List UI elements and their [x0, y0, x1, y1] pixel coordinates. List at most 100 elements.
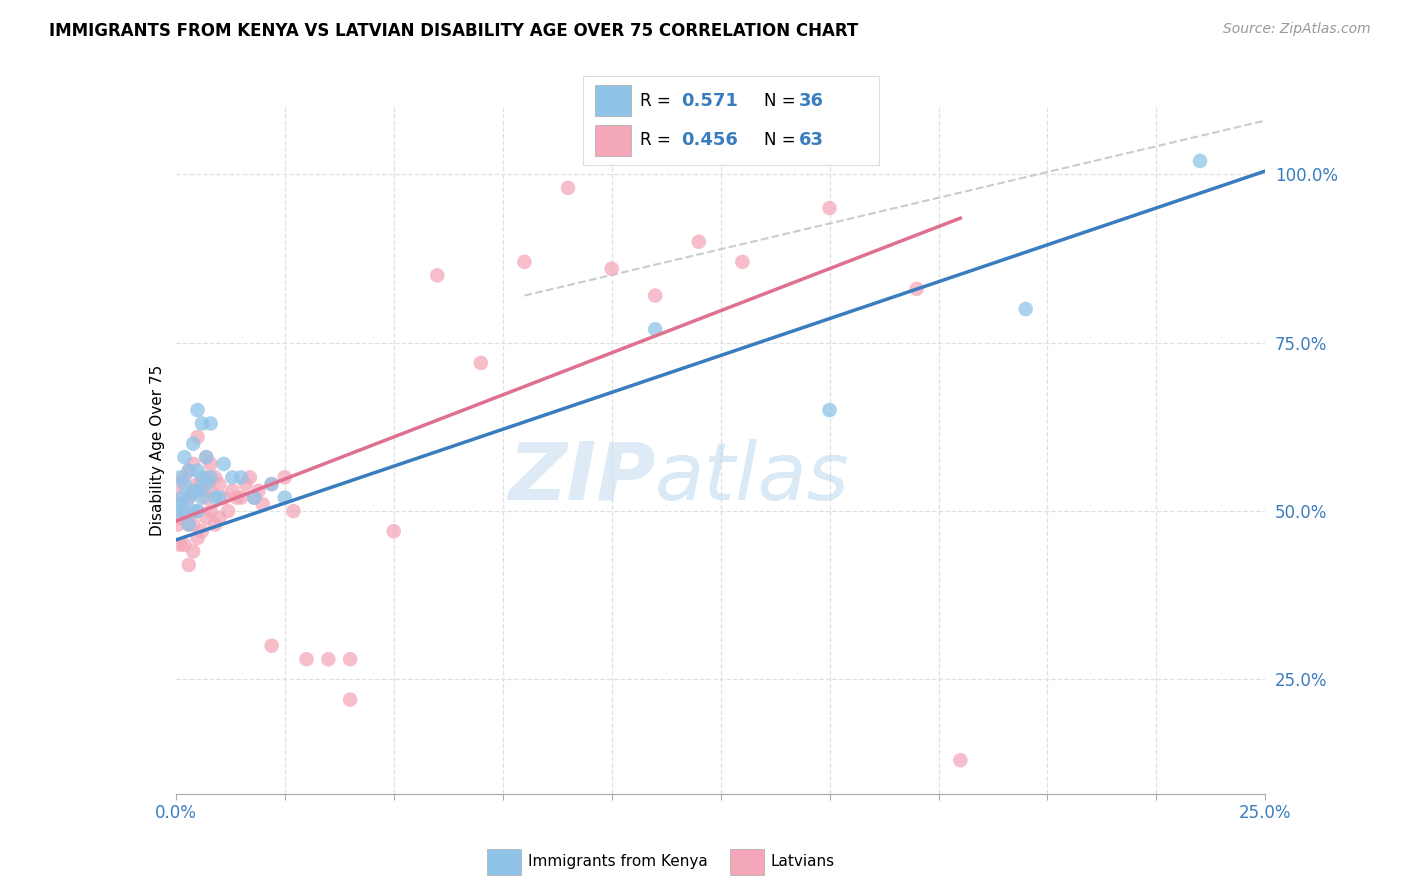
Point — [181, 483, 204, 498]
Point — [186, 464, 209, 478]
Text: Immigrants from Kenya: Immigrants from Kenya — [527, 855, 707, 869]
Point — [513, 255, 536, 269]
Point — [191, 417, 214, 431]
Point — [173, 504, 195, 518]
Point — [169, 538, 191, 552]
Point — [173, 504, 195, 518]
Point — [644, 288, 666, 302]
Point — [221, 470, 243, 484]
Point — [247, 483, 270, 498]
Point — [186, 531, 209, 545]
Point — [173, 538, 195, 552]
Point — [173, 477, 195, 491]
FancyBboxPatch shape — [595, 85, 631, 116]
Point — [186, 403, 209, 417]
Point — [217, 504, 239, 518]
Point — [167, 517, 190, 532]
Point — [243, 491, 266, 505]
Text: 36: 36 — [799, 92, 824, 110]
Point — [274, 470, 297, 484]
Point — [235, 477, 257, 491]
Point — [177, 517, 200, 532]
Point — [905, 282, 928, 296]
Text: atlas: atlas — [655, 439, 851, 517]
Point — [195, 470, 218, 484]
Point — [470, 356, 492, 370]
Point — [1015, 301, 1038, 316]
Text: N =: N = — [763, 131, 800, 149]
Point — [167, 504, 190, 518]
Point — [557, 181, 579, 195]
Point — [169, 510, 191, 524]
Point — [177, 491, 200, 505]
Point — [191, 470, 214, 484]
Point — [208, 510, 231, 524]
Point — [195, 477, 218, 491]
Point — [181, 544, 204, 558]
Point — [195, 491, 218, 505]
Point — [818, 201, 841, 215]
Text: IMMIGRANTS FROM KENYA VS LATVIAN DISABILITY AGE OVER 75 CORRELATION CHART: IMMIGRANTS FROM KENYA VS LATVIAN DISABIL… — [49, 22, 859, 40]
Point — [167, 491, 190, 505]
Point — [195, 450, 218, 465]
Point — [731, 255, 754, 269]
FancyBboxPatch shape — [583, 76, 879, 165]
Point — [204, 470, 226, 484]
Point — [212, 491, 235, 505]
Text: 0.456: 0.456 — [681, 131, 738, 149]
Point — [186, 430, 209, 444]
Point — [208, 477, 231, 491]
FancyBboxPatch shape — [486, 849, 520, 875]
Point — [186, 504, 209, 518]
Point — [177, 558, 200, 572]
Text: 0.571: 0.571 — [681, 92, 738, 110]
Point — [191, 491, 214, 505]
Point — [177, 517, 200, 532]
Point — [231, 491, 253, 505]
Point — [204, 517, 226, 532]
Point — [260, 639, 283, 653]
Point — [339, 652, 361, 666]
Point — [173, 470, 195, 484]
Text: 63: 63 — [799, 131, 824, 149]
Point — [600, 261, 623, 276]
Point — [186, 483, 209, 498]
Y-axis label: Disability Age Over 75: Disability Age Over 75 — [149, 365, 165, 536]
Point — [181, 436, 204, 450]
Text: R =: R = — [640, 92, 676, 110]
Point — [225, 491, 247, 505]
Point — [252, 497, 274, 511]
Point — [221, 483, 243, 498]
Text: N =: N = — [763, 92, 800, 110]
Text: ZIP: ZIP — [508, 439, 655, 517]
Point — [173, 450, 195, 465]
Point — [172, 491, 194, 505]
Point — [181, 504, 204, 518]
Point — [212, 457, 235, 471]
Text: Source: ZipAtlas.com: Source: ZipAtlas.com — [1223, 22, 1371, 37]
Point — [186, 504, 209, 518]
Point — [260, 477, 283, 491]
Point — [818, 403, 841, 417]
FancyBboxPatch shape — [730, 849, 763, 875]
Point — [195, 450, 218, 465]
Point — [195, 510, 218, 524]
Point — [181, 517, 204, 532]
Point — [644, 322, 666, 336]
Point — [200, 504, 222, 518]
Point — [181, 483, 204, 498]
Point — [295, 652, 318, 666]
Point — [318, 652, 340, 666]
Point — [274, 491, 297, 505]
Point — [191, 524, 214, 539]
Point — [186, 477, 209, 491]
Text: R =: R = — [640, 131, 676, 149]
Text: Latvians: Latvians — [770, 855, 835, 869]
Point — [243, 491, 266, 505]
Point — [200, 470, 222, 484]
Point — [181, 457, 204, 471]
Point — [949, 753, 972, 767]
Point — [239, 470, 262, 484]
Point — [688, 235, 710, 249]
Point — [204, 491, 226, 505]
